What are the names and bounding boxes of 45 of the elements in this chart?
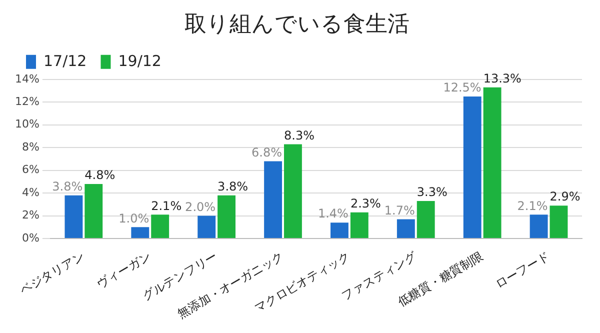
bar	[550, 206, 568, 238]
bar	[198, 216, 216, 238]
y-tick-label: 0%	[22, 231, 40, 244]
y-tick-label: 10%	[14, 118, 40, 131]
data-label: 4.8%	[84, 168, 116, 182]
data-label: 3.3%	[416, 185, 448, 200]
legend-label: 17/12	[44, 52, 87, 70]
bar	[396, 219, 415, 238]
data-label: 6.8%	[252, 145, 282, 160]
x-tick-label: ベジタリアン	[17, 248, 87, 298]
bar	[64, 195, 83, 238]
data-label: 1.4%	[318, 206, 348, 221]
bar	[350, 212, 368, 238]
chart-title: 取り組んでいる食生活	[184, 12, 410, 37]
bar	[131, 227, 150, 238]
bar	[330, 222, 348, 238]
bar	[284, 144, 302, 238]
data-label: 12.5%	[443, 80, 482, 95]
bar	[84, 184, 103, 238]
data-label: 2.1%	[151, 198, 182, 213]
bar	[483, 87, 502, 238]
data-label: 3.8%	[52, 179, 83, 194]
x-tick-label: ローフード	[492, 248, 552, 292]
data-label: 2.0%	[185, 200, 216, 214]
bar	[151, 214, 170, 238]
data-label: 1.0%	[118, 211, 150, 226]
data-label: 2.1%	[517, 198, 548, 213]
bar	[530, 214, 548, 238]
bar	[463, 96, 482, 238]
data-label: 2.9%	[550, 190, 580, 204]
y-tick-label: 12%	[14, 94, 40, 108]
y-tick-label: 4%	[22, 186, 40, 199]
y-tick-label: 2%	[22, 208, 40, 222]
bar	[416, 201, 435, 238]
bar	[264, 161, 282, 238]
bar	[218, 195, 236, 238]
data-label: 3.8%	[218, 179, 248, 194]
data-label: 8.3%	[284, 128, 314, 142]
data-label: 13.3%	[483, 71, 522, 86]
data-label: 1.7%	[384, 203, 415, 218]
y-tick-label: 14%	[14, 72, 40, 86]
y-tick-label: 8%	[22, 140, 40, 154]
legend-label: 19/12	[118, 52, 162, 70]
y-tick-label: 6%	[22, 163, 40, 176]
data-label: 2.3%	[350, 196, 381, 211]
